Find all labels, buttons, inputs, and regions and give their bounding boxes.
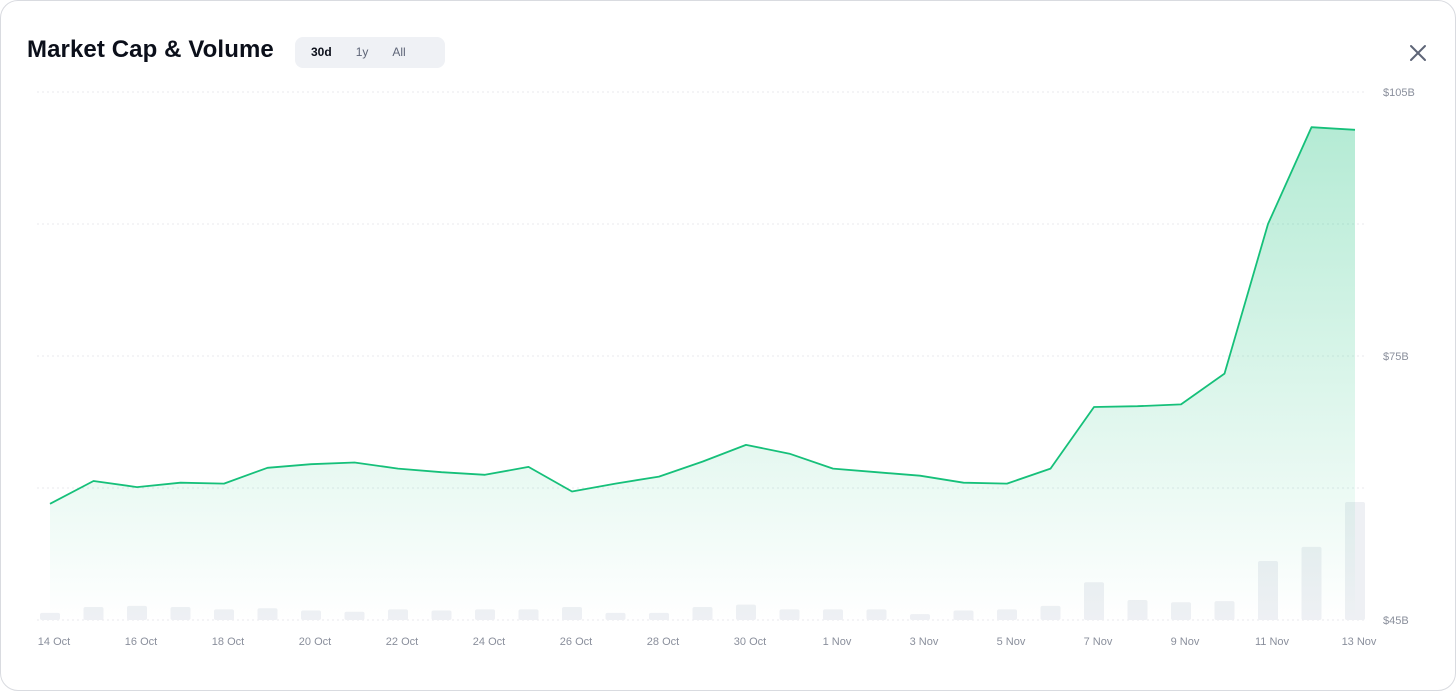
x-tick-label: 30 Oct (734, 636, 766, 648)
x-tick-label: 5 Nov (997, 636, 1026, 648)
x-axis-ticks: 14 Oct 16 Oct 18 Oct 20 Oct 22 Oct 24 Oct 26 O… (38, 636, 1377, 648)
x-tick-label: 16 Oct (125, 636, 157, 648)
x-tick-label: 26 Oct (560, 636, 592, 648)
market-cap-line (49, 126, 1356, 505)
range-all-button[interactable]: All (392, 45, 406, 59)
x-tick-label: 24 Oct (473, 636, 505, 648)
x-tick-label: 11 Nov (1255, 636, 1290, 648)
x-tick-label: 20 Oct (299, 636, 331, 648)
x-tick-label: 9 Nov (1171, 636, 1200, 648)
y-axis-ticks: $45B $75B $105B (1383, 87, 1415, 627)
y-tick-label: $105B (1383, 87, 1415, 99)
range-30d-button[interactable]: 30d (311, 45, 332, 59)
range-selector: 30d 1y All (295, 37, 445, 68)
x-tick-label: 3 Nov (910, 636, 939, 648)
y-tick-label: $75B (1383, 351, 1409, 363)
x-tick-label: 28 Oct (647, 636, 679, 648)
x-tick-label: 14 Oct (38, 636, 70, 648)
x-tick-label: 13 Nov (1342, 636, 1377, 648)
chart-title: Market Cap & Volume (27, 36, 274, 63)
x-tick-label: 1 Nov (823, 636, 852, 648)
x-tick-label: 7 Nov (1084, 636, 1113, 648)
close-icon[interactable] (1406, 41, 1430, 65)
x-tick-label: 22 Oct (386, 636, 418, 648)
y-tick-label: $45B (1383, 615, 1409, 627)
range-1y-button[interactable]: 1y (355, 45, 369, 59)
market-cap-area (50, 127, 1355, 620)
x-tick-label: 18 Oct (212, 636, 244, 648)
